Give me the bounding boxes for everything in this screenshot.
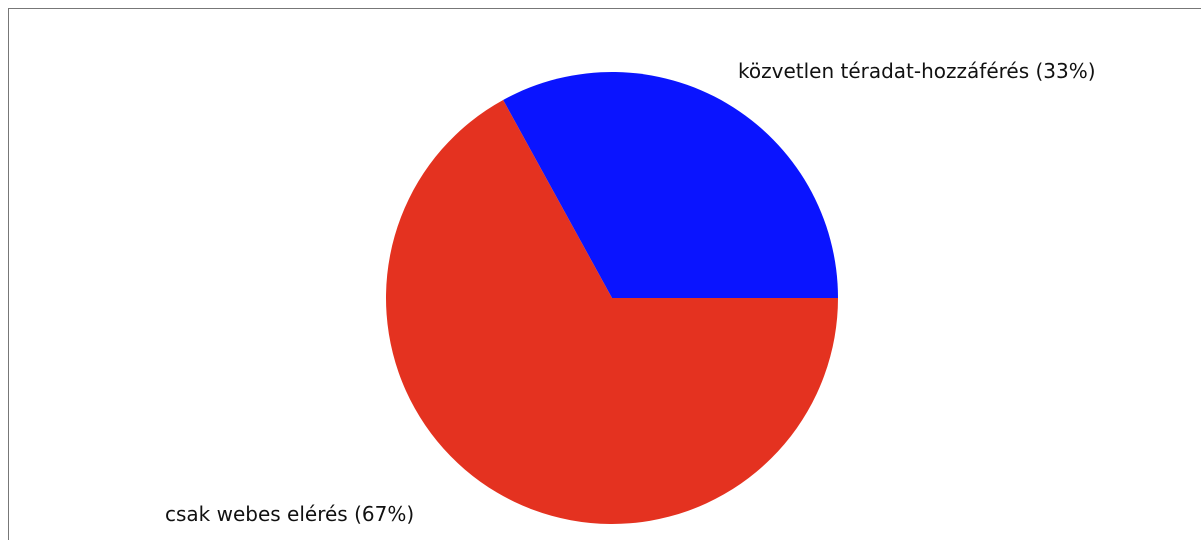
pie-slice bbox=[503, 71, 838, 298]
slice-label-name: csak webes elérés bbox=[165, 502, 348, 526]
slice-label: csak webes elérés (67%) bbox=[165, 502, 414, 526]
slice-label-name: közvetlen téradat-hozzáférés bbox=[738, 59, 1029, 83]
slice-label: közvetlen téradat-hozzáférés (33%) bbox=[738, 59, 1096, 83]
pie-slice bbox=[386, 99, 838, 524]
slice-label-value: (33%) bbox=[1036, 59, 1096, 83]
slice-label-value: (67%) bbox=[354, 502, 414, 526]
